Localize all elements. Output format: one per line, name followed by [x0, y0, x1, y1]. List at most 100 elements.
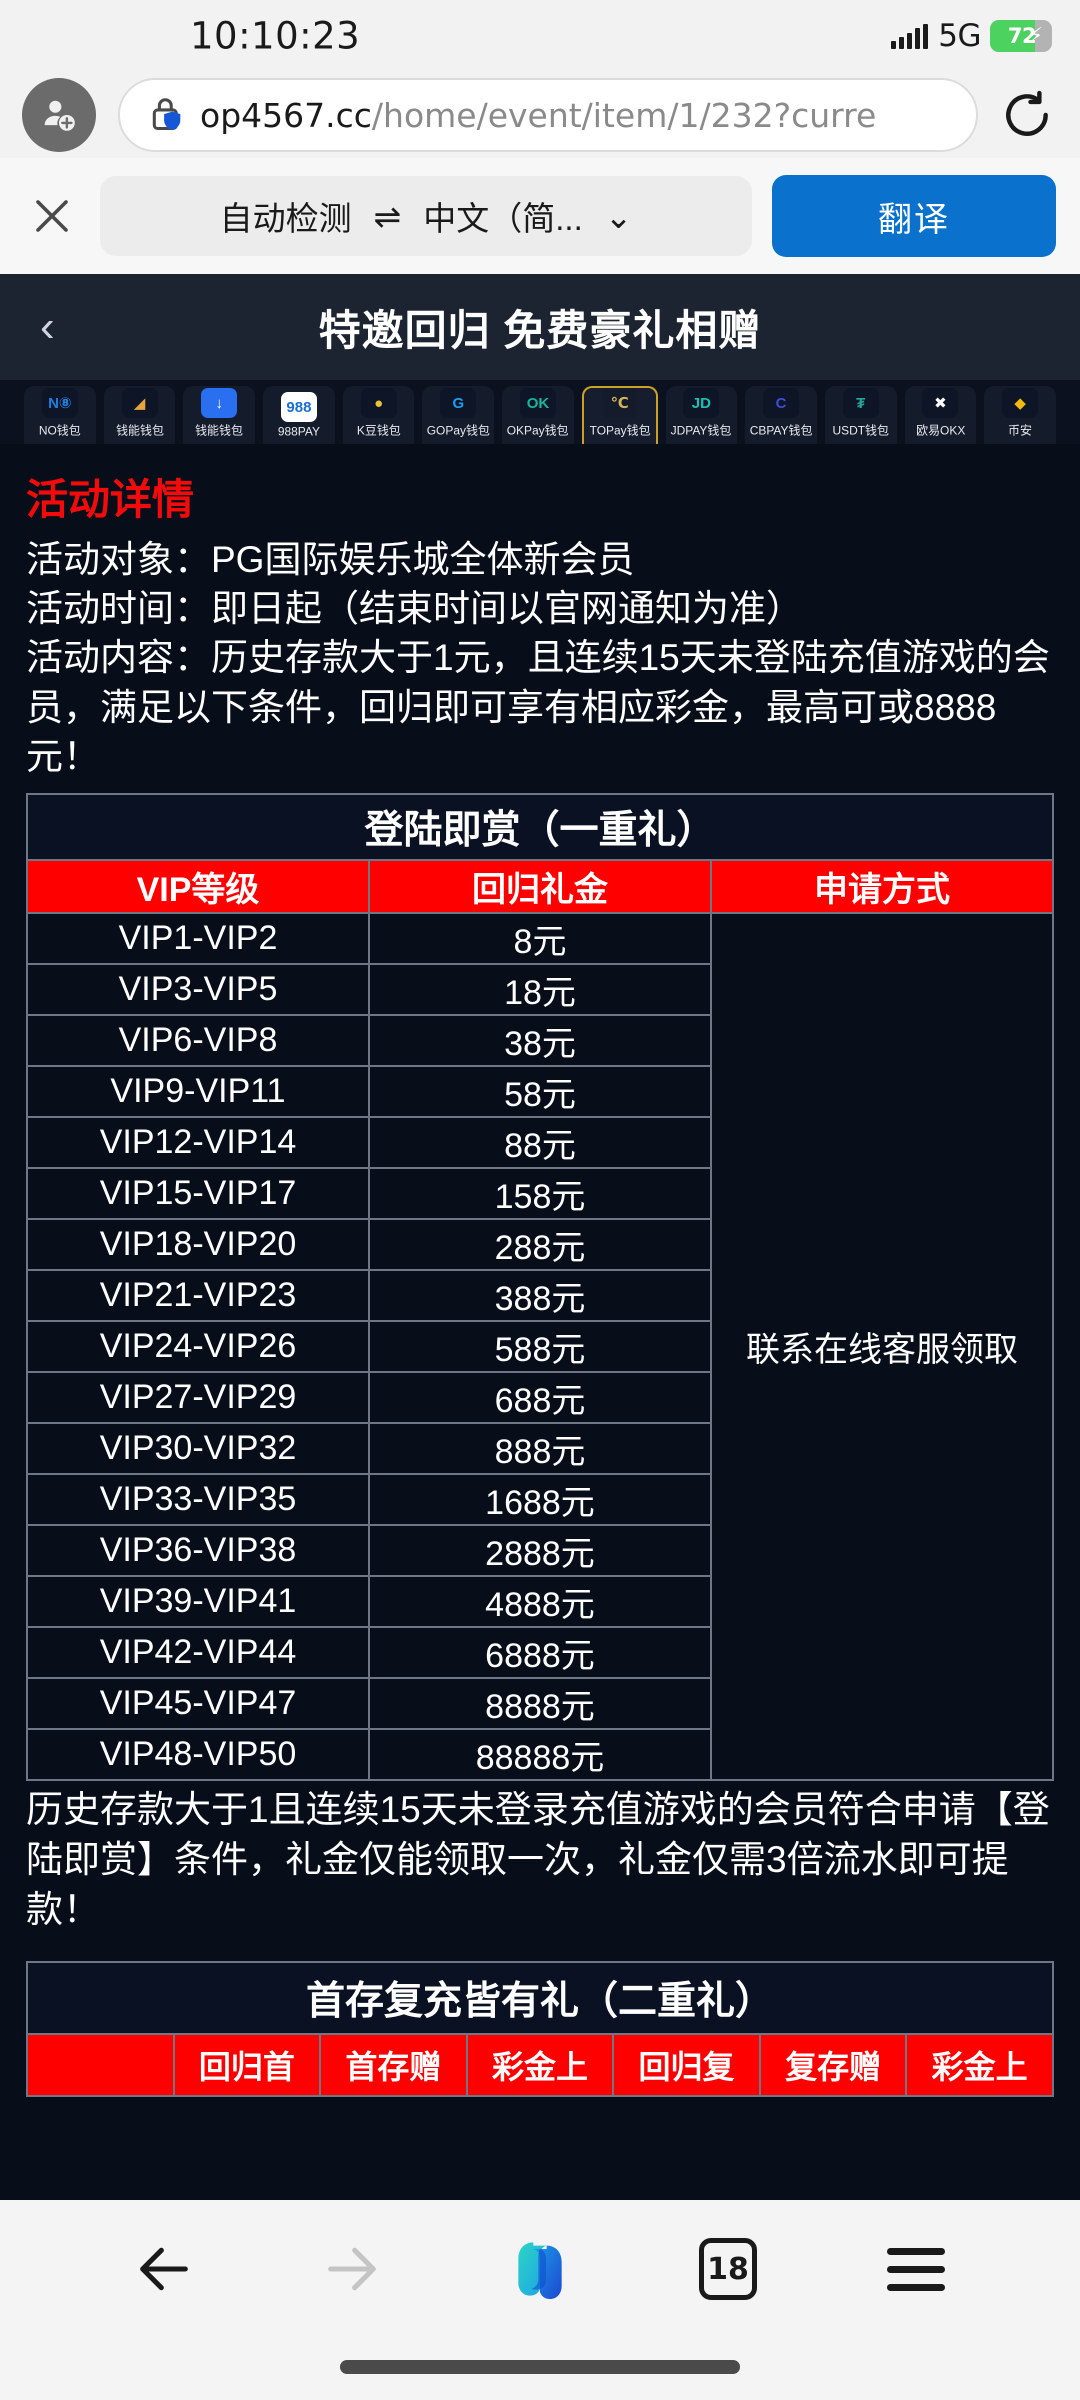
payment-method-item[interactable]: ₮ USDT钱包 [824, 386, 897, 444]
payment-method-item[interactable]: N⑧ NO钱包 [24, 386, 96, 444]
payment-logo-icon: ✖ [922, 388, 959, 418]
battery-percent-label: 72 [1007, 24, 1037, 48]
table2-header-6: 彩金上 [905, 2032, 1054, 2097]
table2-title: 首存复充皆有礼（二重礼） [26, 1960, 1054, 2035]
payment-method-item[interactable]: G GOPay钱包 [422, 386, 495, 444]
reload-icon[interactable] [996, 84, 1058, 146]
payment-logo-icon: 988 [280, 392, 317, 422]
payment-method-item[interactable]: ↓ 钱能钱包 [183, 386, 256, 444]
table-row: VIP3-VIP5 18元 [26, 963, 1053, 1017]
browser-bottom-nav: 18 [0, 2200, 1080, 2400]
vip-reward-table: 登陆即赏（一重礼） VIP等级 回归礼金 申请方式 VIP1-VIP2 8元 联系在线客服领… [26, 793, 1054, 1782]
payment-logo-icon: G [440, 388, 477, 418]
lock-shield-icon [146, 93, 188, 137]
payment-method-label: 钱能钱包 [195, 423, 244, 438]
arrow-right-icon [328, 2247, 376, 2291]
reward-amount-cell: 288元 [368, 1218, 712, 1272]
vip-level-cell: VIP1-VIP2 [26, 912, 370, 966]
payment-method-label: 欧易OKX [915, 423, 966, 438]
vip-level-cell: VIP24-VIP26 [26, 1320, 370, 1374]
payment-logo-icon: ℃ [601, 388, 638, 418]
tab-switcher-button[interactable]: 18 [634, 2200, 822, 2338]
vip-level-cell: VIP36-VIP38 [26, 1524, 370, 1578]
copilot-button[interactable] [446, 2200, 634, 2338]
payment-logo-icon: C [763, 388, 800, 418]
table-row: 回归首 首存赠 彩金上 回归复 复存赠 彩金上 [26, 2032, 1054, 2097]
payment-method-item[interactable]: ◢ 钱能钱包 [103, 386, 176, 444]
source-language-label: 自动检测 [219, 200, 352, 237]
activity-details-heading: 活动详情 [26, 476, 195, 523]
payment-method-label: 币安 [1008, 423, 1033, 438]
table-row: VIP等级 回归礼金 申请方式 [26, 859, 1054, 915]
status-time: 10:10:23 [190, 14, 361, 58]
payment-method-label: OKPay钱包 [507, 423, 569, 438]
table-row: 首存复充皆有礼（二重礼） [26, 1960, 1054, 2035]
table-row: VIP33-VIP35 1688元 [26, 1473, 1053, 1527]
payment-method-item[interactable]: OK OKPay钱包 [502, 386, 574, 444]
url-text: op4567.cc/home/event/item/1/232?curre [200, 96, 876, 135]
reward-amount-cell: 588元 [368, 1320, 712, 1374]
reward-amount-cell: 888元 [368, 1422, 712, 1476]
table-row: VIP48-VIP50 88888元 [26, 1728, 1053, 1782]
payment-method-label: CBPAY钱包 [749, 423, 813, 438]
signal-bars-icon [891, 23, 929, 49]
vip-level-cell: VIP21-VIP23 [26, 1269, 370, 1323]
payment-logo-icon: JD [683, 388, 720, 418]
vip-level-cell: VIP39-VIP41 [26, 1575, 370, 1629]
chevron-down-icon[interactable]: ⌄ [604, 197, 633, 235]
table2-header-5: 复存赠 [758, 2032, 908, 2097]
reward-amount-cell: 6888元 [368, 1626, 712, 1680]
vip-level-cell: VIP15-VIP17 [26, 1167, 370, 1221]
vip-level-cell: VIP27-VIP29 [26, 1371, 370, 1425]
profile-add-icon[interactable] [22, 78, 96, 152]
payment-method-item[interactable]: JD JDPAY钱包 [665, 386, 738, 444]
swap-arrows-icon[interactable]: ⇌ [373, 197, 402, 235]
reward-amount-cell: 8元 [368, 912, 712, 966]
payment-logo-icon: ● [360, 388, 397, 418]
translate-button[interactable]: 翻译 [772, 175, 1056, 257]
detail-line-1: 活动时间：即日起（结束时间以官网通知为准） [26, 588, 803, 630]
table2-header-0 [26, 2032, 175, 2097]
payment-method-item[interactable]: 988 988PAY [263, 386, 335, 444]
vip-level-cell: VIP33-VIP35 [26, 1473, 370, 1527]
close-icon[interactable] [24, 188, 80, 244]
table-row: VIP45-VIP47 8888元 [26, 1677, 1053, 1731]
language-selector[interactable]: 自动检测 ⇌ 中文（简... ⌄ [100, 176, 752, 256]
payment-logo-icon: N⑧ [41, 388, 78, 418]
url-path: /home/event/item/1/232?curre [371, 95, 877, 135]
table-row: VIP18-VIP20 288元 [26, 1218, 1053, 1272]
table1-header-1: 回归礼金 [368, 859, 712, 915]
target-language-label: 中文（简... [423, 200, 583, 237]
table-row: VIP24-VIP26 588元 [26, 1320, 1053, 1374]
reward-amount-cell: 58元 [368, 1065, 712, 1119]
reward-amount-cell: 158元 [368, 1167, 712, 1221]
payment-logo-icon: ₮ [842, 388, 879, 418]
payment-method-item[interactable]: ✖ 欧易OKX [904, 386, 977, 444]
table-row: VIP9-VIP11 58元 [26, 1065, 1053, 1119]
table-row: 登陆即赏（一重礼） [26, 793, 1054, 862]
chevron-left-icon[interactable]: ‹ [40, 302, 55, 351]
payment-logo-icon: ◢ [121, 388, 158, 418]
payment-method-item[interactable]: ℃ TOPay钱包 [581, 386, 658, 444]
payment-method-item[interactable]: C CBPAY钱包 [745, 386, 817, 444]
reward-amount-cell: 8888元 [368, 1677, 712, 1731]
table-row: VIP12-VIP14 88元 [26, 1116, 1053, 1170]
vip-level-cell: VIP48-VIP50 [26, 1728, 370, 1782]
nav-back-button[interactable] [70, 2200, 258, 2338]
table-row: VIP21-VIP23 388元 [26, 1269, 1053, 1323]
nav-forward-button[interactable] [258, 2200, 446, 2338]
reward-amount-cell: 88888元 [368, 1728, 712, 1782]
network-type-label: 5G [938, 18, 981, 54]
payment-method-item[interactable]: ◆ 币安 [984, 386, 1056, 444]
menu-button[interactable] [822, 2200, 1010, 2338]
url-host: op4567.cc [200, 95, 372, 135]
reward-amount-cell: 388元 [368, 1269, 712, 1323]
table-row: VIP36-VIP38 2888元 [26, 1524, 1053, 1578]
payment-logo-icon: OK [519, 388, 556, 418]
payment-logo-icon: ↓ [201, 388, 238, 418]
payment-methods-strip[interactable]: N⑧ NO钱包 ◢ 钱能钱包 ↓ 钱能钱包 988 988PAY ● K豆钱包 G GOPay钱包 OK… [0, 380, 1080, 444]
payment-method-item[interactable]: ● K豆钱包 [342, 386, 415, 444]
url-input[interactable]: op4567.cc/home/event/item/1/232?curre [118, 78, 978, 152]
copilot-icon [518, 2242, 562, 2299]
vip-level-cell: VIP45-VIP47 [26, 1677, 370, 1731]
